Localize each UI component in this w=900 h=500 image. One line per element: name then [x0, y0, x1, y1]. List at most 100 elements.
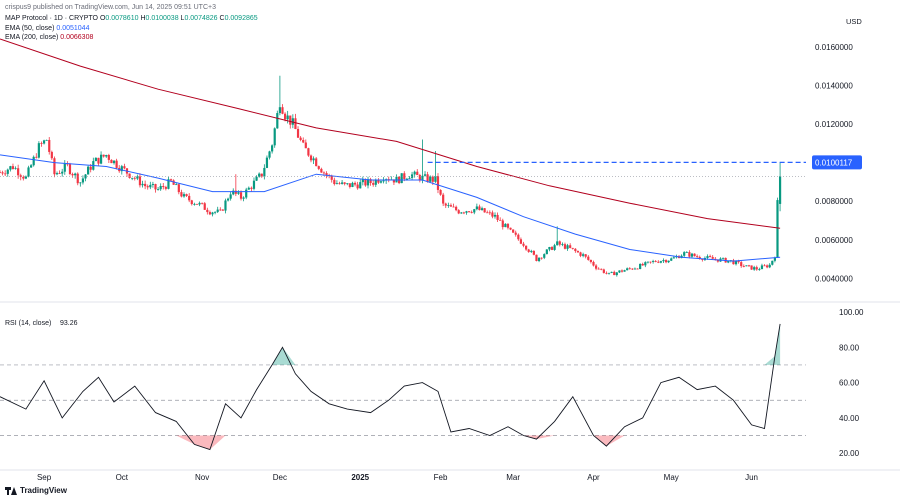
candle-body — [9, 166, 12, 170]
candle-body — [136, 176, 139, 179]
candle-body — [776, 200, 779, 258]
candle-body — [755, 267, 758, 270]
candle-body — [229, 194, 232, 199]
candle-body — [219, 209, 222, 211]
candle-body — [203, 203, 206, 210]
candle-body — [659, 261, 662, 263]
candle-body — [159, 186, 162, 190]
candle-body — [234, 190, 237, 194]
candle-body — [273, 128, 276, 146]
brand-logo: TradingView — [5, 486, 67, 495]
candle-body — [514, 232, 517, 235]
candle-body — [519, 239, 523, 244]
candle-body — [553, 245, 556, 250]
candle-body — [27, 167, 30, 177]
candle-body — [646, 261, 650, 263]
ema50-line — [0, 154, 781, 262]
candle-body — [594, 265, 598, 269]
candle-body — [418, 175, 421, 181]
candle-body — [571, 247, 574, 249]
candle-body — [283, 113, 287, 120]
candle-body — [605, 272, 608, 274]
candle-body — [742, 266, 745, 267]
open-value: 0.0078610 — [105, 15, 139, 22]
candle-body — [169, 179, 173, 181]
candle-body — [488, 212, 491, 214]
candle-body — [84, 174, 87, 179]
candle-body — [232, 190, 235, 195]
currency-label[interactable]: USD — [846, 17, 862, 26]
candle-body — [633, 268, 637, 270]
candle-body — [732, 260, 735, 265]
candle-body — [239, 192, 243, 199]
candle-body — [561, 244, 564, 246]
candle-body — [556, 241, 559, 246]
candle-body — [582, 254, 585, 256]
candle-body — [369, 179, 372, 184]
close-value: 0.0092865 — [224, 15, 258, 22]
candle-body — [175, 184, 178, 186]
candle-body — [320, 168, 323, 173]
candle-body — [79, 182, 82, 184]
candle-body — [208, 212, 212, 215]
candle-body — [255, 176, 258, 181]
candle-body — [87, 166, 90, 175]
ema200-legend[interactable]: EMA (200, close) 0.0066308 — [5, 33, 93, 42]
candle-body — [242, 197, 245, 199]
candle-body — [335, 183, 339, 185]
candle-body — [636, 268, 639, 270]
candle-body — [6, 169, 9, 174]
candle-body — [1, 172, 4, 174]
candle-body — [22, 176, 25, 179]
rsi-title: RSI (14, close) — [5, 320, 51, 327]
high-value: 0.0100038 — [145, 15, 179, 22]
last-price-tag — [812, 155, 862, 170]
candle-body — [190, 200, 193, 205]
candle-body — [144, 183, 147, 187]
candle-body — [558, 241, 561, 245]
time-axis-tick: Dec — [273, 473, 287, 482]
candle-body — [455, 206, 458, 211]
candle-body — [483, 208, 486, 213]
candle-body — [436, 176, 440, 190]
candle-body — [276, 113, 279, 129]
time-axis-tick: Jun — [745, 473, 758, 482]
candle-body — [333, 179, 336, 185]
ema50-legend[interactable]: EMA (50, close) 0.0051044 — [5, 24, 89, 33]
candle-body — [193, 203, 196, 205]
candle-body — [224, 200, 227, 211]
candle-body — [597, 268, 600, 270]
candle-body — [265, 157, 269, 168]
candle-body — [237, 192, 240, 194]
symbol-label: MAP Protocol · 1D · CRYPTO — [5, 15, 98, 22]
candle-body — [356, 184, 359, 189]
candle-body — [639, 264, 642, 269]
rsi-current-value: 93.26 — [60, 320, 78, 327]
ema50-label: EMA (50, close) — [5, 25, 55, 32]
candle-body — [338, 183, 341, 185]
candle-body — [696, 256, 699, 257]
candle-body — [545, 249, 548, 255]
ema50-value: 0.0051044 — [56, 25, 90, 32]
candle-body — [587, 256, 590, 260]
candle-body — [405, 178, 408, 180]
candle-body — [172, 180, 175, 185]
candle-body — [548, 247, 551, 250]
candle-body — [457, 210, 460, 214]
rsi-axis-tick: 100.00 — [839, 308, 864, 317]
candle-body — [252, 180, 256, 189]
candle-body — [89, 166, 92, 170]
candle-body — [201, 202, 204, 204]
candle-body — [221, 209, 224, 211]
candle-body — [24, 176, 28, 179]
candle-body — [180, 192, 183, 197]
candle-body — [753, 267, 756, 270]
candle-body — [164, 187, 167, 189]
candle-body — [149, 184, 152, 188]
candle-body — [584, 254, 587, 257]
candle-body — [120, 166, 123, 172]
candle-body — [532, 250, 535, 255]
ema200-label: EMA (200, close) — [5, 34, 59, 41]
candle-body — [110, 159, 113, 164]
